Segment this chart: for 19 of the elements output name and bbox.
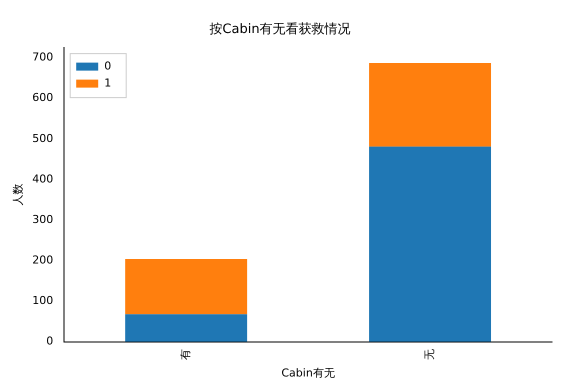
x-tick-label: 有	[179, 348, 192, 360]
x-axis-title: Cabin有无	[281, 366, 335, 380]
y-tick-label: 700	[32, 50, 54, 64]
chart-title: 按Cabin有无看获救情况	[209, 22, 351, 38]
bar	[125, 259, 248, 314]
y-tick-label: 400	[32, 172, 54, 186]
y-tick-label: 100	[32, 294, 54, 308]
y-tick-label: 600	[32, 91, 54, 104]
legend-label: 0	[104, 59, 112, 72]
y-axis-title: 人数	[11, 184, 24, 206]
y-tick-label: 0	[46, 334, 54, 348]
y-tick-label: 200	[32, 254, 54, 266]
bar	[369, 63, 492, 147]
legend-label: 1	[104, 76, 112, 90]
bar	[125, 314, 248, 342]
bar	[369, 146, 492, 342]
y-tick-label: 300	[32, 212, 54, 226]
y-tick-label: 500	[32, 132, 54, 145]
x-tick-label: 无	[422, 348, 436, 360]
